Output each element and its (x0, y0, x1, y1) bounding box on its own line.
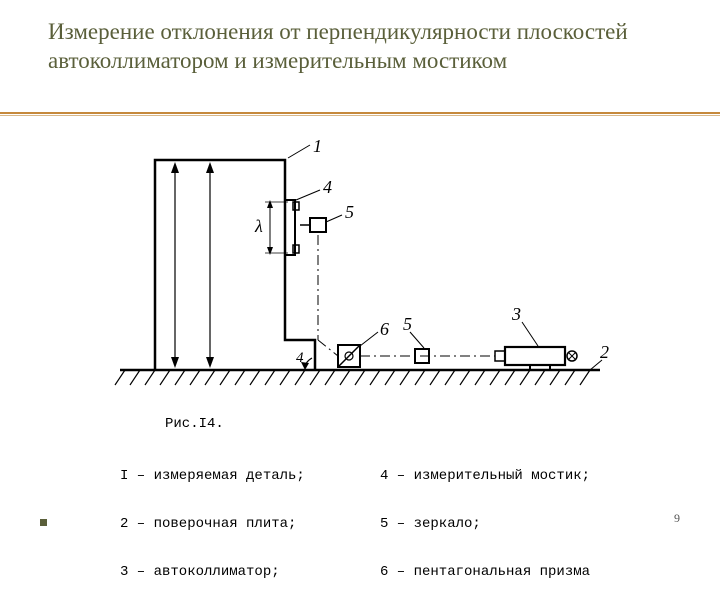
legend-block: I – измеряемая деталь; 2 – поверочная пл… (120, 436, 680, 612)
legend-item: 3 – автоколлиматор; (120, 564, 380, 580)
slide-title: Измерение отклонения от перпендикулярнос… (48, 18, 680, 76)
label-5b: 5 (403, 314, 412, 334)
label-5a: 5 (345, 202, 354, 222)
technical-diagram: 1 4 5 6 5 3 2 λ 4 (110, 140, 610, 400)
corner-marker (40, 519, 47, 526)
label-4: 4 (323, 177, 332, 197)
title-underline-shadow (0, 115, 720, 116)
legend-item: 5 – зеркало; (380, 516, 640, 532)
label-1: 1 (313, 140, 322, 156)
label-4b: 4 (296, 350, 304, 366)
legend-item: I – измеряемая деталь; (120, 468, 380, 484)
page-number: 9 (674, 511, 680, 526)
title-underline (0, 112, 720, 114)
legend-item: 2 – поверочная плита; (120, 516, 380, 532)
label-lambda: λ (254, 216, 263, 236)
legend-left: I – измеряемая деталь; 2 – поверочная пл… (120, 436, 380, 612)
figure-caption: Рис.I4. (165, 416, 224, 432)
label-2: 2 (600, 342, 609, 362)
legend-right: 4 – измерительный мостик; 5 – зеркало; 6… (380, 436, 640, 612)
legend-item: 4 – измерительный мостик; (380, 468, 640, 484)
label-6: 6 (380, 319, 389, 339)
legend-item: 6 – пентагональная призма (380, 564, 640, 580)
label-3: 3 (511, 304, 521, 324)
